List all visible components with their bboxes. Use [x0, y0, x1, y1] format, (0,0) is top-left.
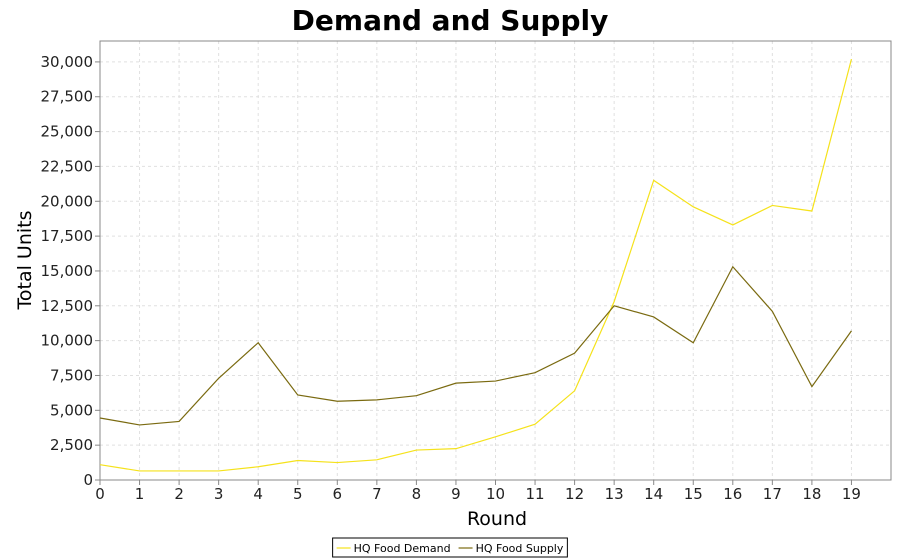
- x-tick-label: 2: [174, 485, 184, 503]
- legend-box: [332, 537, 568, 558]
- y-axis-label: Total Units: [14, 211, 36, 311]
- grid-lines: [100, 41, 891, 480]
- x-tick-label: 0: [95, 485, 105, 503]
- y-tick-label: 25,000: [41, 123, 94, 141]
- x-tick-label: 3: [214, 485, 224, 503]
- x-tick-label: 4: [253, 485, 263, 503]
- series-lines: [99, 58, 853, 472]
- x-tick-label: 9: [451, 485, 461, 503]
- legend: HQ Food Demand HQ Food Supply: [332, 537, 568, 558]
- x-tick-label: 10: [486, 485, 505, 503]
- y-tick-label: 20,000: [41, 192, 94, 210]
- x-tick-label: 1: [135, 485, 145, 503]
- y-tick-label: 5,000: [50, 401, 93, 419]
- y-tick-label: 22,500: [41, 157, 94, 175]
- y-tick-label: 12,500: [41, 297, 94, 315]
- x-tick-label: 6: [333, 485, 343, 503]
- y-tick-label: 7,500: [50, 366, 93, 384]
- y-tick-label: 2,500: [50, 436, 93, 454]
- y-tick-label: 10,000: [41, 332, 94, 350]
- legend-label-0: HQ Food Demand: [354, 542, 451, 555]
- y-tick-label: 15,000: [41, 262, 94, 280]
- x-tick-label: 16: [723, 485, 742, 503]
- x-tick-label: 18: [802, 485, 821, 503]
- x-tick-label: 13: [605, 485, 624, 503]
- y-tick-label: 27,500: [41, 88, 94, 106]
- x-tick-label: 5: [293, 485, 303, 503]
- legend-label-1: HQ Food Supply: [476, 542, 564, 555]
- x-tick-label: 17: [763, 485, 782, 503]
- chart-title: Demand and Supply: [292, 4, 609, 37]
- y-axis: 0 2,500 5,000 7,500 10,000 12,500 15,000 17,500…: [41, 53, 100, 489]
- x-tick-label: 7: [372, 485, 382, 503]
- x-tick-label: 12: [565, 485, 584, 503]
- series-line-1: [99, 265, 852, 426]
- x-tick-label: 14: [644, 485, 663, 503]
- x-tick-label: 8: [412, 485, 422, 503]
- series-line-0: [99, 58, 853, 472]
- x-tick-label: 11: [526, 485, 545, 503]
- y-tick-label: 30,000: [41, 53, 94, 71]
- y-tick-label: 0: [83, 471, 93, 489]
- x-axis-label: Round: [467, 508, 527, 530]
- y-tick-label: 17,500: [41, 227, 94, 245]
- x-tick-label: 15: [684, 485, 703, 503]
- x-axis: 0 1 2 3 4 5 6 7 8 9 10 11 12 13 14 15 16 17 18 19: [95, 480, 861, 503]
- x-tick-label: 19: [842, 485, 861, 503]
